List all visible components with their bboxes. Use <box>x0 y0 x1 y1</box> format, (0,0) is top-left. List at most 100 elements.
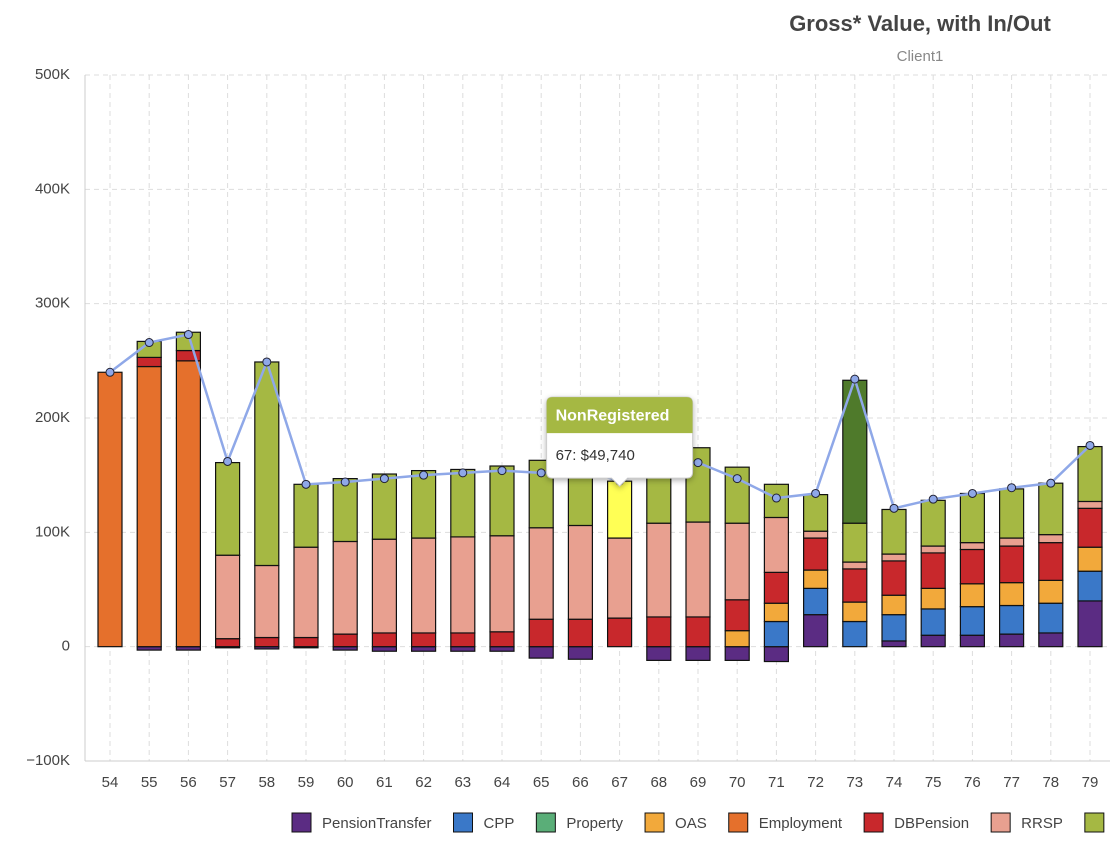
bar-segment <box>606 480 633 539</box>
legend-label: Employment <box>759 815 843 832</box>
bar-segment <box>763 571 790 604</box>
bar-segment <box>959 634 986 648</box>
bar-segment <box>920 587 946 610</box>
line-point <box>105 367 115 377</box>
x-tick-label: 65 <box>533 774 550 791</box>
bar-segment <box>881 508 907 555</box>
bar-segment <box>411 469 437 539</box>
legend-item: PensionTransfer <box>291 812 432 833</box>
bar-segment <box>215 554 241 640</box>
tooltip-title: NonRegistered <box>556 407 670 424</box>
legend-label: CPP <box>484 815 515 832</box>
bar-segment <box>450 646 476 652</box>
y-tick-label: 300K <box>35 295 70 312</box>
line-point <box>811 488 821 498</box>
legend-item: RRSP <box>990 812 1063 833</box>
bar-segment <box>920 608 946 636</box>
bar-segment <box>1038 632 1064 648</box>
y-tick-label: −100K <box>26 752 70 769</box>
bar-segment <box>763 620 790 648</box>
x-tick-label: 56 <box>180 774 197 791</box>
bar-segment <box>489 535 515 633</box>
bar-segment <box>763 602 790 623</box>
x-tick-label: 63 <box>454 774 471 791</box>
bar-segment <box>411 632 437 648</box>
line-point <box>889 503 899 513</box>
y-tick-label: 0 <box>62 638 70 655</box>
x-tick-label: 79 <box>1082 774 1099 791</box>
bar-segment <box>842 620 868 648</box>
bar-segment <box>881 640 907 648</box>
bar-segment <box>136 356 162 368</box>
legend-item: CPP <box>453 812 515 833</box>
bar-segment <box>763 646 790 663</box>
x-tick-label: 74 <box>886 774 903 791</box>
bar-segment <box>332 477 358 543</box>
bar-segment <box>371 646 397 652</box>
x-tick-label: 62 <box>415 774 432 791</box>
chart-title: Gross* Value, with In/Out <box>789 11 1051 36</box>
line-point <box>419 470 429 480</box>
bar-segment <box>881 553 907 562</box>
legend-item: Employment <box>728 812 843 833</box>
bar-segment <box>371 538 397 634</box>
legend-swatch <box>728 812 749 833</box>
bar-segment <box>998 488 1025 539</box>
x-tick-label: 70 <box>729 774 746 791</box>
line-point <box>693 458 703 468</box>
bar-segment <box>175 360 201 648</box>
bar-segment <box>254 636 280 648</box>
x-tick-label: 64 <box>494 774 511 791</box>
bar-segment <box>489 631 515 648</box>
legend-item: NonRegistered <box>1084 812 1105 833</box>
legend-swatch <box>453 812 473 833</box>
bar-segment <box>1038 579 1064 604</box>
bar-segment <box>450 536 476 634</box>
line-point <box>379 474 389 484</box>
bar-segment <box>1038 602 1064 634</box>
line-point <box>183 330 193 340</box>
x-tick-label: 77 <box>1003 774 1020 791</box>
bar-segment <box>1077 546 1103 572</box>
bar-segment <box>802 530 829 539</box>
line-point <box>262 357 272 367</box>
bar-segment <box>1038 542 1064 581</box>
tooltip: NonRegistered 67: $49,740 <box>546 396 694 487</box>
bar-segment <box>920 634 946 648</box>
legend-label: Property <box>566 815 623 832</box>
x-tick-label: 71 <box>768 774 785 791</box>
bar-segment <box>881 560 907 596</box>
line-point <box>967 488 977 498</box>
bar-segment <box>450 632 476 648</box>
chart-subtitle: Client1 <box>897 48 944 65</box>
bar-segment <box>254 564 280 639</box>
x-tick-label: 55 <box>141 774 158 791</box>
bar-segment <box>802 614 829 648</box>
bar-segment <box>998 537 1025 547</box>
bar-segment <box>489 465 515 537</box>
line-point <box>1046 478 1056 488</box>
bar-segment <box>959 583 986 608</box>
bar-segment <box>685 646 711 661</box>
bar-segment <box>371 473 397 540</box>
x-tick-label: 78 <box>1042 774 1059 791</box>
bar-segment <box>293 546 319 639</box>
bar-segment <box>646 616 672 648</box>
bar-segment <box>920 499 946 547</box>
bar-segment <box>802 569 829 589</box>
bar-segment <box>724 599 750 632</box>
bar-segment <box>920 552 946 589</box>
y-tick-label: 100K <box>35 523 70 540</box>
x-tick-label: 61 <box>376 774 393 791</box>
x-tick-label: 75 <box>925 774 942 791</box>
bar-segment <box>254 361 280 567</box>
x-tick-label: 68 <box>650 774 667 791</box>
tooltip-text: 67: $49,740 <box>556 447 635 464</box>
bar-segment <box>528 618 554 648</box>
bar-segment <box>215 638 241 648</box>
bar-segment <box>802 587 829 616</box>
line-point <box>732 474 742 484</box>
bar-segment <box>763 516 790 573</box>
bar-segment <box>920 545 946 554</box>
x-tick-label: 72 <box>807 774 824 791</box>
